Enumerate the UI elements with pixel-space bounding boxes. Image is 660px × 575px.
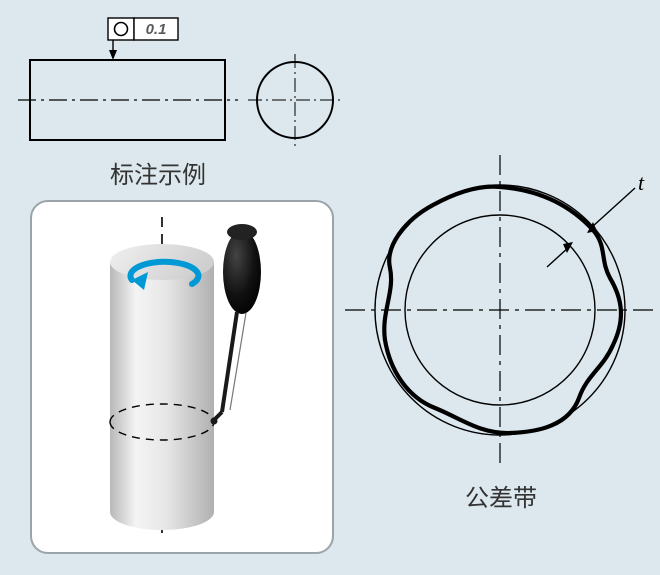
cylinder [110, 244, 214, 530]
measurement-illustration [32, 202, 332, 552]
tolerance-zone-label: 公差带 [465, 478, 537, 513]
feature-control-frame: 0.1 [108, 18, 178, 60]
fcf-tolerance-value: 0.1 [146, 21, 167, 38]
t-label: t [638, 170, 645, 195]
measurement-illustration-panel [30, 200, 334, 554]
annotation-example-label: 标注示例 [110, 155, 206, 190]
t-dimension: t [547, 170, 645, 267]
dial-indicator [211, 224, 262, 425]
annotation-example-drawing: 0.1 [0, 0, 360, 180]
tolerance-zone-diagram: t [335, 150, 660, 500]
